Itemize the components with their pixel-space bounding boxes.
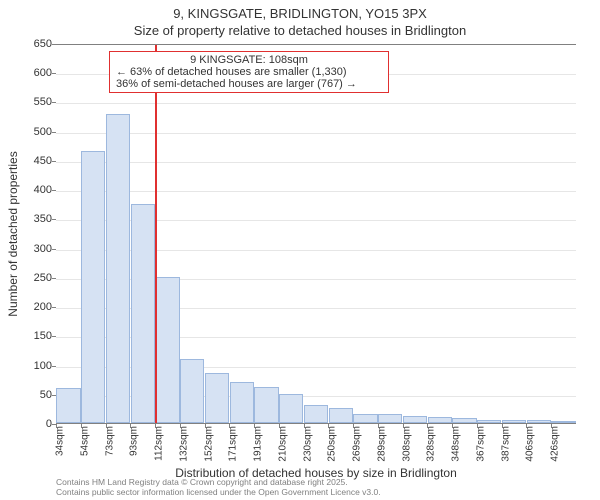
xtick-label: 191sqm — [253, 426, 264, 462]
reference-line — [155, 45, 157, 423]
ytick-label: 0 — [8, 418, 52, 430]
ytick-mark — [52, 307, 56, 308]
xtick-label: 406sqm — [525, 426, 536, 462]
ytick-label: 400 — [8, 184, 52, 196]
ytick-mark — [52, 44, 56, 45]
xtick-label: 210sqm — [277, 426, 288, 462]
histogram-bar — [527, 420, 551, 423]
ytick-label: 450 — [8, 155, 52, 167]
histogram-bar — [403, 416, 427, 423]
histogram-bar — [477, 420, 501, 423]
chart-container: { "title_line1": "9, KINGSGATE, BRIDLING… — [0, 0, 600, 500]
annotation-row-larger: 36% of semi-detached houses are larger (… — [116, 78, 382, 90]
xtick-label: 348sqm — [451, 426, 462, 462]
histogram-bar — [131, 204, 155, 423]
xtick-label: 426sqm — [550, 426, 561, 462]
ytick-label: 650 — [8, 38, 52, 50]
ytick-label: 50 — [8, 389, 52, 401]
histogram-bar — [81, 151, 105, 423]
histogram-bar — [353, 414, 377, 423]
xtick-label: 328sqm — [426, 426, 437, 462]
ytick-label: 300 — [8, 243, 52, 255]
xtick-label: 289sqm — [376, 426, 387, 462]
y-axis-label: Number of detached properties — [6, 151, 20, 316]
xtick-label: 112sqm — [154, 426, 165, 461]
gridline — [56, 191, 576, 192]
histogram-bar — [56, 388, 80, 423]
ytick-mark — [52, 132, 56, 133]
attribution-footer: Contains HM Land Registry data © Crown c… — [56, 478, 381, 498]
histogram-bar — [551, 421, 575, 423]
xtick-label: 171sqm — [228, 426, 239, 462]
xtick-label: 387sqm — [500, 426, 511, 462]
xtick-label: 93sqm — [129, 426, 140, 456]
gridline — [56, 162, 576, 163]
annotation-box: 9 KINGSGATE: 108sqm ← 63% of detached ho… — [109, 51, 389, 93]
chart-title-line2: Size of property relative to detached ho… — [0, 23, 600, 38]
plot-area: 9 KINGSGATE: 108sqm ← 63% of detached ho… — [56, 44, 576, 424]
xtick-label: 152sqm — [203, 426, 214, 462]
histogram-bar — [254, 387, 278, 423]
histogram-bar — [502, 420, 526, 424]
histogram-bar — [428, 417, 452, 423]
ytick-mark — [52, 190, 56, 191]
annotation-title: 9 KINGSGATE: 108sqm — [116, 54, 382, 66]
ytick-mark — [52, 336, 56, 337]
ytick-label: 150 — [8, 330, 52, 342]
ytick-label: 550 — [8, 96, 52, 108]
histogram-bar — [329, 408, 353, 423]
histogram-bar — [180, 359, 204, 423]
histogram-bar — [205, 373, 229, 423]
xtick-label: 367sqm — [475, 426, 486, 462]
histogram-bar — [279, 394, 303, 423]
histogram-bar — [378, 414, 402, 423]
xtick-label: 73sqm — [104, 426, 115, 456]
xtick-label: 230sqm — [302, 426, 313, 462]
attribution-line2: Contains public sector information licen… — [56, 488, 381, 498]
histogram-bar — [452, 418, 476, 423]
histogram-bar — [304, 405, 328, 423]
ytick-mark — [52, 366, 56, 367]
ytick-mark — [52, 249, 56, 250]
histogram-bar — [106, 114, 130, 423]
histogram-bar — [230, 382, 254, 423]
gridline — [56, 103, 576, 104]
ytick-label: 100 — [8, 360, 52, 372]
ytick-label: 350 — [8, 213, 52, 225]
chart-title-line1: 9, KINGSGATE, BRIDLINGTON, YO15 3PX — [0, 6, 600, 21]
xtick-label: 54sqm — [79, 426, 90, 456]
gridline — [56, 133, 576, 134]
annotation-row-smaller: ← 63% of detached houses are smaller (1,… — [116, 66, 382, 78]
ytick-mark — [52, 73, 56, 74]
xtick-label: 34sqm — [55, 426, 66, 456]
xtick-label: 269sqm — [352, 426, 363, 462]
ytick-label: 600 — [8, 67, 52, 79]
ytick-label: 500 — [8, 126, 52, 138]
ytick-mark — [52, 278, 56, 279]
ytick-mark — [52, 219, 56, 220]
histogram-bar — [155, 277, 179, 423]
xtick-label: 308sqm — [401, 426, 412, 462]
xtick-label: 250sqm — [327, 426, 338, 462]
ytick-mark — [52, 161, 56, 162]
ytick-mark — [52, 102, 56, 103]
ytick-label: 250 — [8, 272, 52, 284]
ytick-label: 200 — [8, 301, 52, 313]
xtick-label: 132sqm — [178, 426, 189, 462]
